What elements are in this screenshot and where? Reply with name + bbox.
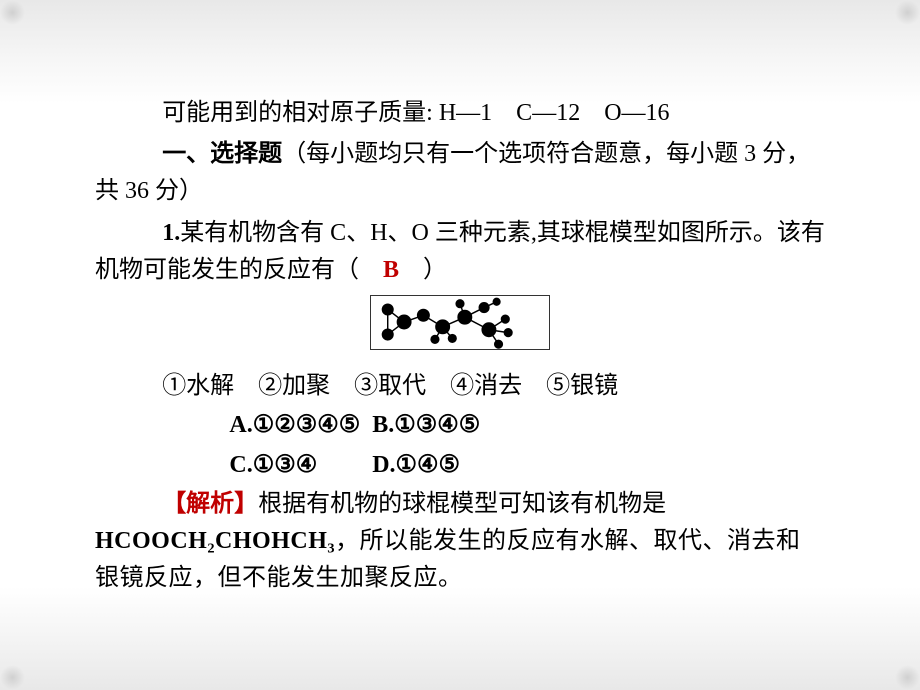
q1-analysis: 【解析】根据有机物的球棍模型可知该有机物是 <box>95 486 825 523</box>
document-content: 可能用到的相对原子质量: H—1 C—12 O—16 一、选择题（每小题均只有一… <box>0 0 920 639</box>
molecule-svg <box>370 295 550 350</box>
q1-optA: A.①②③④⑤ <box>229 412 360 438</box>
q1-stem-line: 1.某有机物含有 C、H、O 三种元素,其球棍模型如图所示。该有机物可能发生的反… <box>95 215 825 289</box>
q1-analysis-line2: HCOOCH₂CHOHCH₃，所以能发生的反应有水解、取代、消去和银镜反应，但不… <box>95 523 825 597</box>
q1-number: 1. <box>162 220 180 246</box>
section-title-prefix: 一、选择题 <box>162 141 282 167</box>
q1-stem-part1: 某有机物含有 C、H、O 三种元素,其球棍模型如图所示。该有机物可能发生的反应有… <box>95 220 825 283</box>
q1-reactions: ①水解 ②加聚 ③取代 ④消去 ⑤银镜 <box>95 368 825 405</box>
atomic-mass-line: 可能用到的相对原子质量: H—1 C—12 O—16 <box>95 95 825 132</box>
q1-optB: B.①③④⑤ <box>372 412 480 438</box>
q1-analysis-text: 根据有机物的球棍模型可知该有机物是 <box>258 491 666 517</box>
q1-reactions-text: ①水解 ②加聚 ③取代 ④消去 ⑤银镜 <box>162 373 618 399</box>
q1-options-row2: C.①③④ D.①④⑤ <box>95 447 825 484</box>
q1-formula: HCOOCH₂CHOHCH₃ <box>95 528 335 554</box>
section-title: 一、选择题（每小题均只有一个选项符合题意，每小题 3 分，共 36 分） <box>95 136 825 210</box>
atomic-mass-text: 可能用到的相对原子质量: H—1 C—12 O—16 <box>162 100 669 126</box>
q1-options-row1: A.①②③④⑤ B.①③④⑤ <box>95 407 825 444</box>
q1-optC: C.①③④ <box>229 452 317 478</box>
molecule-figure <box>95 295 825 362</box>
q1-optD: D.①④⑤ <box>372 452 460 478</box>
question-1: 1.某有机物含有 C、H、O 三种元素,其球棍模型如图所示。该有机物可能发生的反… <box>95 215 825 598</box>
q1-analysis-label: 【解析】 <box>162 491 258 517</box>
q1-stem-part2: ） <box>423 257 447 283</box>
q1-answer: B <box>383 257 399 283</box>
